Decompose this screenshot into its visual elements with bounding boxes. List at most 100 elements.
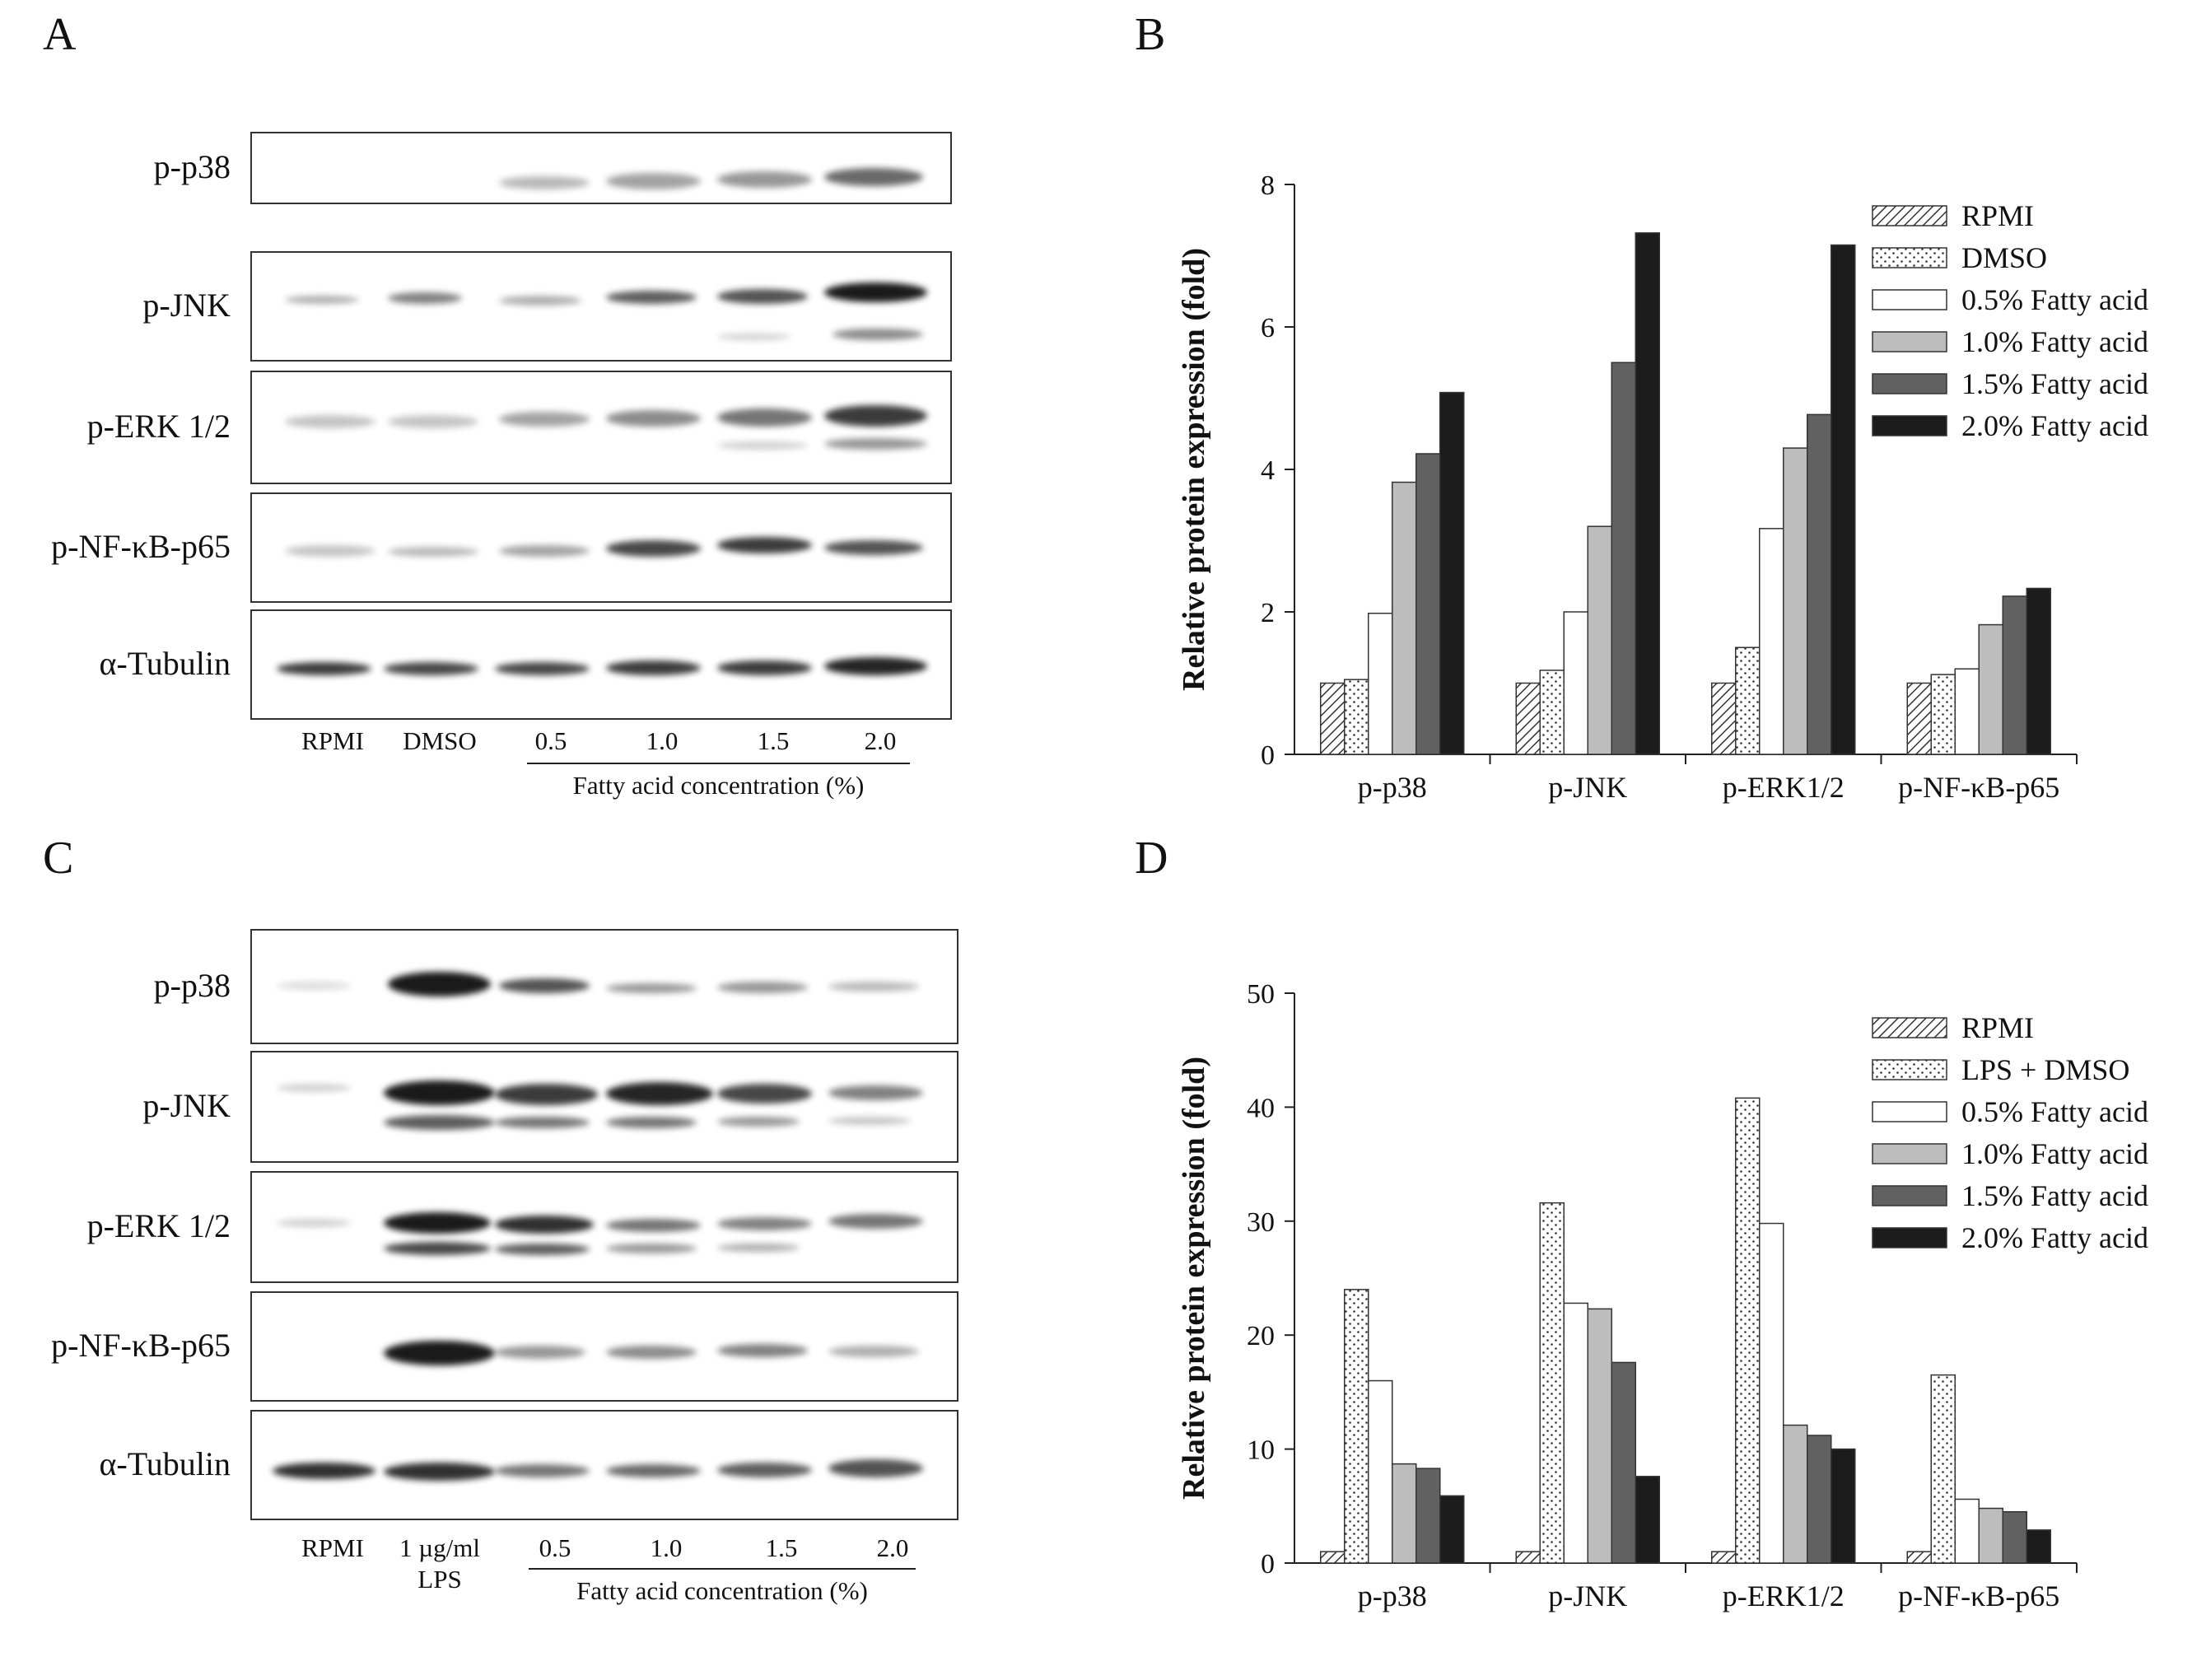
- bar-chart-b: 0 2 4 6 8 Relative protein expression (fold) p…: [1177, 170, 2148, 804]
- lane-label-sub: LPS: [417, 1565, 462, 1594]
- legend-swatch: [1872, 1185, 1947, 1206]
- bar: [1906, 1551, 1932, 1564]
- blot-band: [824, 168, 923, 186]
- lane-label: RPMI: [301, 726, 364, 755]
- blot-band: [832, 329, 923, 340]
- blot-band: [388, 972, 491, 996]
- blot-band: [285, 296, 359, 304]
- blot-row-label: p-ERK 1/2: [86, 1207, 231, 1244]
- y-tick-label: 6: [1261, 313, 1275, 343]
- bar: [1711, 682, 1737, 755]
- lane-label: 1 µg/ml: [399, 1533, 480, 1562]
- y-tick-label: 40: [1247, 1093, 1275, 1123]
- bar: [1392, 1463, 1417, 1564]
- y-axis-label: Relative protein expression (fold): [1177, 248, 1211, 691]
- y-tick-label: 0: [1261, 1549, 1275, 1580]
- lane-label: 1.5: [765, 1533, 798, 1562]
- blot-band: [824, 438, 927, 450]
- blot-band: [824, 282, 927, 302]
- blot-band: [606, 173, 701, 189]
- blot-band: [606, 540, 701, 557]
- blot-band: [384, 1242, 491, 1255]
- legend-swatch: [1872, 373, 1947, 394]
- legend-label: 0.5% Fatty acid: [1961, 283, 2148, 316]
- bar: [2026, 1529, 2051, 1564]
- blot-row-2: [250, 1051, 958, 1163]
- legend-label: RPMI: [1961, 1011, 2034, 1044]
- blot-band: [384, 1080, 495, 1105]
- panel-letter-d: D: [1135, 833, 1168, 884]
- lane-label: 2.0: [864, 726, 897, 755]
- legend-swatch: [1872, 1227, 1947, 1248]
- blot-row-3: [250, 371, 952, 484]
- blot-row-3: [250, 1171, 958, 1283]
- bar: [1439, 391, 1465, 755]
- blot-band: [495, 1216, 594, 1234]
- lane-label: 1.5: [757, 726, 790, 755]
- blot-band: [277, 662, 371, 675]
- legend-swatch: [1872, 1059, 1947, 1080]
- x-tick-label: p-JNK: [1548, 1580, 1627, 1612]
- x-tick-label: p-NF-κB-p65: [1898, 771, 2059, 804]
- legend-label: 0.5% Fatty acid: [1961, 1095, 2148, 1128]
- blot-band: [828, 1346, 919, 1357]
- y-tick-label: 30: [1247, 1207, 1275, 1238]
- bar: [1978, 623, 2003, 755]
- blot-band: [384, 1212, 491, 1234]
- blot-band: [717, 1344, 808, 1357]
- lane-label: 1.0: [650, 1533, 683, 1562]
- x-tick-label: p-NF-κB-p65: [1898, 1580, 2059, 1612]
- lane-label: 0.5: [534, 726, 567, 755]
- blot-band: [606, 660, 701, 675]
- legend-swatch: [1872, 1101, 1947, 1122]
- bar: [1320, 682, 1346, 755]
- blot-band: [606, 291, 697, 304]
- legend-label: 2.0% Fatty acid: [1961, 409, 2148, 442]
- blot-band: [717, 1084, 812, 1104]
- blot-row-label: p-p38: [153, 148, 231, 185]
- blot-band: [495, 1244, 590, 1255]
- legend-label: 1.0% Fatty acid: [1961, 1137, 2148, 1170]
- blot-band: [495, 1084, 598, 1105]
- bar: [1635, 232, 1660, 755]
- lane-label: 0.5: [539, 1533, 571, 1562]
- blot-band: [717, 1244, 800, 1252]
- blot-row-label: α-Tubulin: [99, 645, 231, 682]
- legend-swatch: [1872, 1143, 1947, 1164]
- bar: [1539, 670, 1565, 755]
- blot-band: [824, 540, 923, 555]
- blot-band: [384, 1115, 495, 1130]
- lane-label: 1.0: [646, 726, 679, 755]
- blot-row-5: [250, 1410, 958, 1520]
- blot-band: [273, 1463, 375, 1479]
- bar: [1392, 481, 1417, 755]
- y-tick-label: 50: [1247, 979, 1275, 1010]
- bar: [1759, 1222, 1784, 1564]
- blot-band: [606, 1464, 701, 1477]
- blot-band: [384, 1463, 495, 1481]
- blot-row-label: α-Tubulin: [99, 1445, 231, 1482]
- blot-band: [828, 1214, 923, 1229]
- blot-band: [495, 1346, 585, 1359]
- lane-label: 2.0: [876, 1533, 909, 1562]
- bar: [1783, 447, 1808, 755]
- blot-row-label: p-JNK: [142, 287, 231, 324]
- group-label: Fatty acid concentration (%): [572, 771, 865, 800]
- blot-band: [606, 983, 697, 993]
- bar: [1415, 1468, 1441, 1564]
- bar: [2026, 587, 2051, 755]
- blot-row-2: [250, 251, 952, 362]
- blot-band: [285, 415, 375, 428]
- blot-band: [388, 415, 478, 428]
- blot-band: [277, 982, 351, 990]
- bar: [1831, 1448, 1856, 1564]
- blot-band: [828, 1117, 911, 1125]
- legend-label: 1.0% Fatty acid: [1961, 325, 2148, 358]
- blot-band: [717, 441, 808, 450]
- blot-band: [717, 334, 791, 340]
- blot-band: [495, 662, 590, 675]
- panel-letter-c: C: [43, 833, 74, 884]
- bar: [1635, 1476, 1660, 1564]
- bar: [1978, 1507, 2003, 1564]
- bar: [1515, 1551, 1541, 1564]
